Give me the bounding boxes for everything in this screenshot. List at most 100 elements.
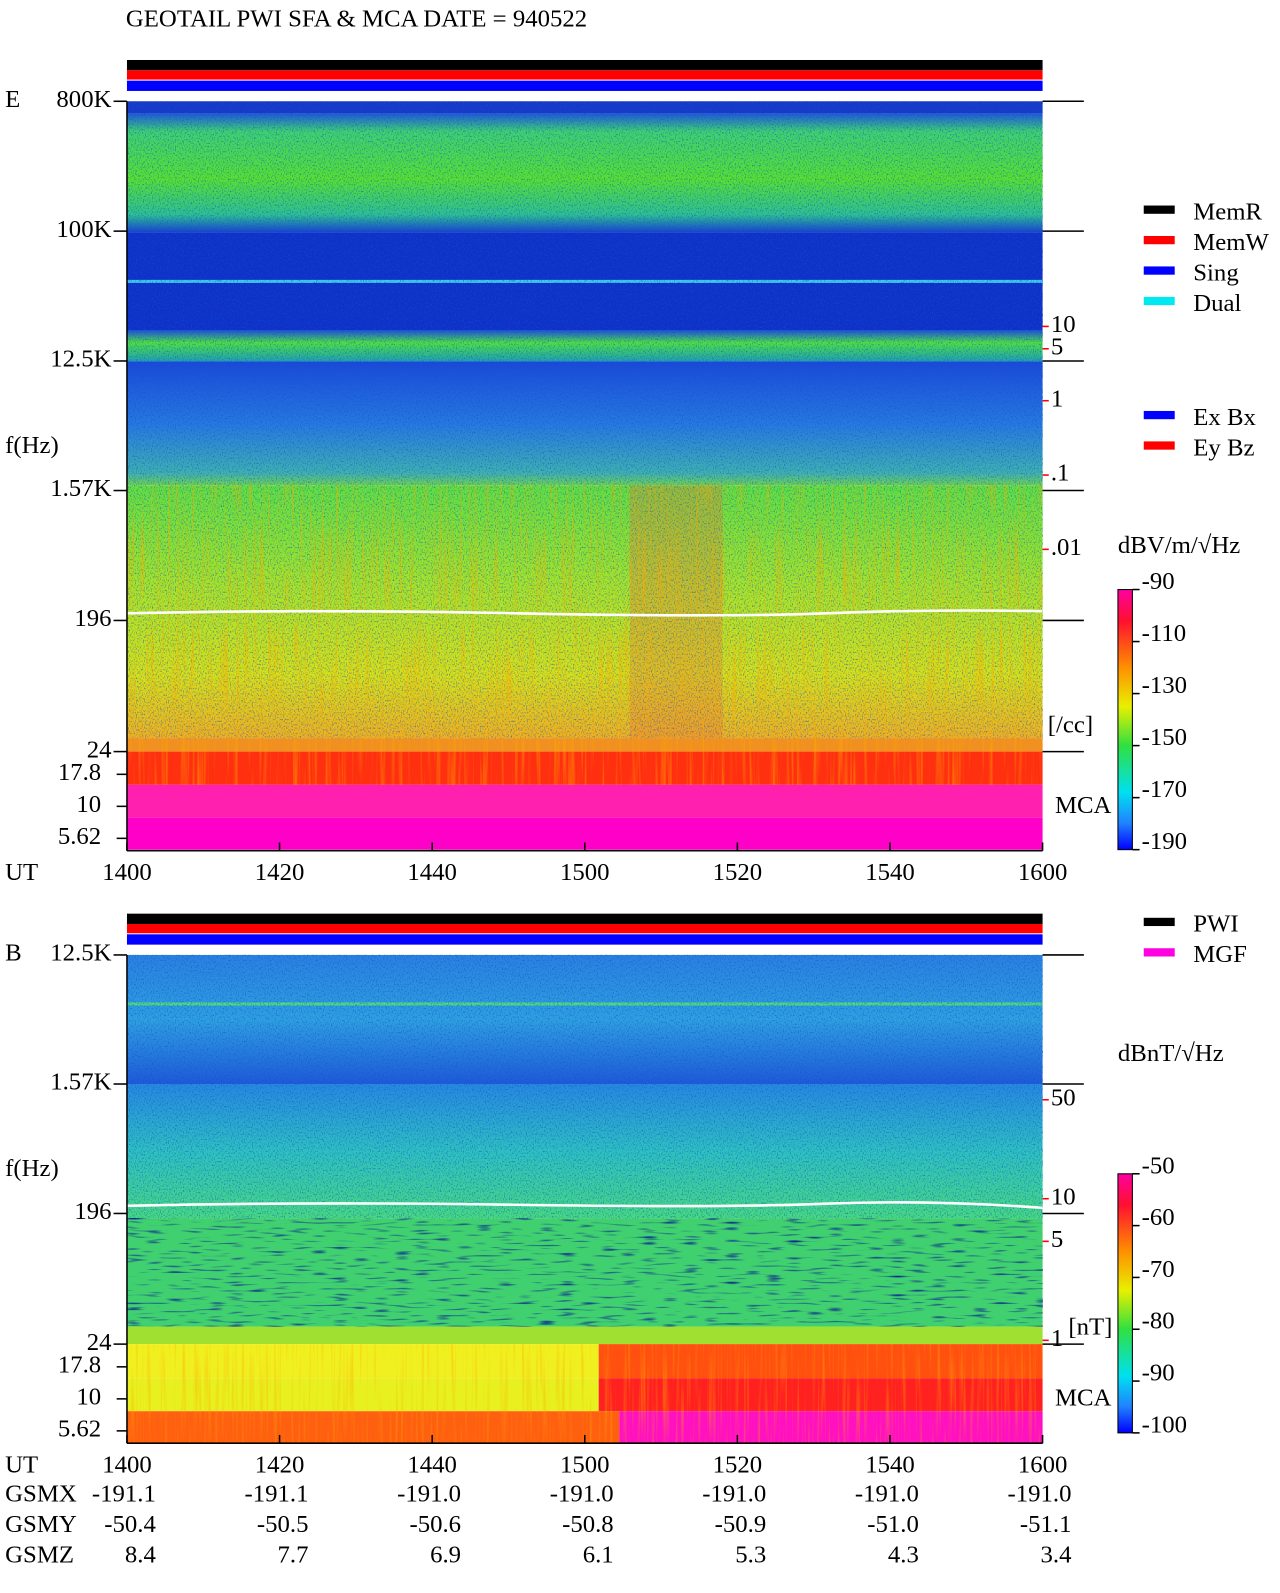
spectrogram-b [126, 913, 1043, 1444]
density-tick-label: 10 [1051, 1183, 1076, 1210]
density-tick-label: .01 [1051, 534, 1082, 561]
density-tick-label: 5 [1051, 1226, 1063, 1253]
y-axis-label: f(Hz) [5, 432, 59, 459]
density-label: [/cc] [1048, 712, 1093, 739]
legend-swatch [1143, 948, 1175, 957]
orbit-row-label: GSMX [5, 1481, 77, 1508]
legend-swatch [1143, 296, 1175, 306]
colorbar-tick-label: -170 [1142, 776, 1187, 803]
colorbar-tick-label: -70 [1142, 1256, 1175, 1283]
colorbar-tick-label: -100 [1142, 1411, 1187, 1438]
colorbar-tick-label: -60 [1142, 1204, 1175, 1231]
colorbar-tick-label: -130 [1142, 672, 1187, 699]
y-tick-label: 800K [56, 86, 111, 113]
density-label: [nT] [1068, 1313, 1112, 1340]
colorbar-tick-label: -90 [1142, 1360, 1175, 1387]
x-tick-label: 1500 [560, 859, 610, 886]
orbit-value: -191.1 [244, 1481, 308, 1508]
orbit-value: 4.3 [888, 1541, 919, 1568]
x-tick-label: 1500 [560, 1452, 610, 1479]
orbit-value: -50.8 [562, 1511, 614, 1538]
legend-label: Dual [1193, 290, 1241, 317]
mca-tick-label: 17.8 [58, 759, 101, 786]
orbit-value: -50.9 [715, 1511, 767, 1538]
orbit-value: -51.1 [1020, 1511, 1072, 1538]
density-tick-label: 1 [1051, 1325, 1063, 1352]
colorbar-tick-label: -110 [1142, 620, 1186, 647]
mca-tick-label: 5.62 [58, 1416, 101, 1443]
legend-label: PWI [1193, 911, 1238, 938]
legend-label: Ex Bx [1193, 404, 1256, 431]
y-axis-label: f(Hz) [5, 1155, 59, 1182]
y-tick-label: 196 [74, 1198, 111, 1225]
x-tick-label: 1440 [407, 859, 457, 886]
density-tick-label: 50 [1051, 1084, 1076, 1111]
x-tick-label: 1520 [713, 1452, 763, 1479]
orbit-value: 6.9 [430, 1541, 461, 1568]
orbit-value: -191.0 [855, 1481, 919, 1508]
colorbar-tick-label: -80 [1142, 1308, 1175, 1335]
legend-label: MGF [1193, 941, 1247, 968]
y-tick-label: 1.57K [50, 1069, 111, 1096]
legend-swatch [1143, 266, 1175, 275]
orbit-value: 3.4 [1041, 1541, 1072, 1568]
density-tick-label: 1 [1051, 385, 1063, 412]
orbit-value: 8.4 [125, 1541, 156, 1568]
mca-tick-label: 10 [76, 1384, 101, 1411]
orbit-value: -50.5 [257, 1511, 309, 1538]
mca-tick-label: 5.62 [58, 823, 101, 850]
legend-label: Sing [1193, 259, 1238, 286]
legend-label: Ey Bz [1193, 434, 1254, 461]
density-tick-label: 5 [1051, 333, 1063, 360]
legend-swatch [1143, 441, 1175, 450]
y-tick-label: 24 [87, 1329, 112, 1356]
x-tick-label: 1420 [255, 1452, 305, 1479]
orbit-value: -50.4 [104, 1511, 156, 1538]
orbit-value: -191.0 [1007, 1481, 1071, 1508]
y-tick-label: 12.5K [50, 940, 111, 967]
orbit-value: -51.0 [867, 1511, 919, 1538]
density-tick-label: .1 [1051, 460, 1070, 487]
x-tick-label: 1400 [102, 1452, 152, 1479]
legend-label: MemR [1193, 198, 1262, 225]
orbit-value: -50.6 [409, 1511, 461, 1538]
y-tick-label: 1.57K [50, 475, 111, 502]
orbit-value: 5.3 [735, 1541, 766, 1568]
orbit-value: 7.7 [278, 1541, 309, 1568]
mca-label: MCA [1055, 1385, 1112, 1412]
colorbar-label: dBnT/√Hz [1118, 1040, 1224, 1067]
panel-label: B [5, 940, 22, 967]
legend-label: MemW [1193, 229, 1269, 256]
y-tick-label: 12.5K [50, 346, 111, 373]
orbit-value: -191.1 [92, 1481, 156, 1508]
x-tick-label: 1540 [865, 859, 915, 886]
colorbar-tick-label: -90 [1142, 568, 1175, 595]
colorbar [1117, 589, 1133, 851]
colorbar-tick-label: -50 [1142, 1152, 1175, 1179]
x-axis-label: UT [5, 1452, 38, 1479]
orbit-row-label: GSMY [5, 1511, 77, 1538]
legend-swatch [1143, 235, 1175, 245]
orbit-value: -191.0 [702, 1481, 766, 1508]
spectrogram-e [126, 59, 1043, 850]
density-tick-label: 10 [1051, 311, 1076, 338]
legend-swatch [1143, 205, 1175, 214]
y-tick-label: 196 [74, 605, 111, 632]
legend-swatch [1143, 410, 1175, 420]
y-tick-label: 100K [56, 216, 111, 243]
colorbar-label: dBV/m/√Hz [1118, 532, 1240, 559]
legend-swatch [1143, 917, 1175, 927]
x-axis-label: UT [5, 859, 38, 886]
colorbar-tick-label: -190 [1142, 828, 1187, 855]
mca-tick-label: 10 [76, 791, 101, 818]
orbit-value: 6.1 [583, 1541, 614, 1568]
orbit-row-label: GSMZ [5, 1541, 74, 1568]
orbit-value: -191.0 [550, 1481, 614, 1508]
colorbar [1117, 1173, 1133, 1434]
panel-label: E [5, 86, 20, 113]
y-tick-label: 24 [87, 736, 112, 763]
x-tick-label: 1540 [865, 1452, 915, 1479]
x-tick-label: 1600 [1018, 1452, 1068, 1479]
